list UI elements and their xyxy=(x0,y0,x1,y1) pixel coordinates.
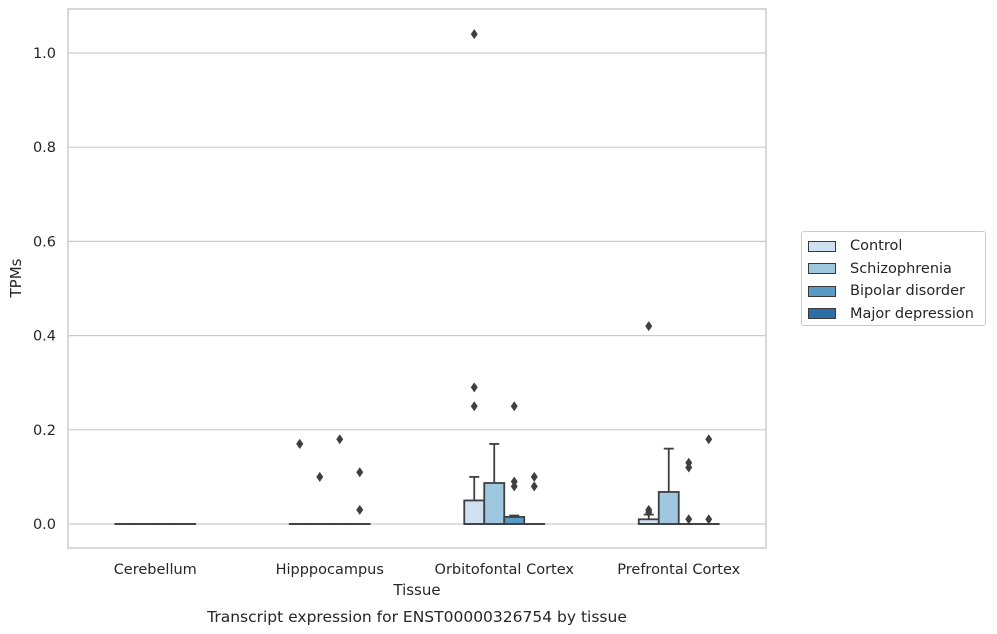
legend-swatch-bipolar-disorder xyxy=(808,285,836,297)
outlier-point xyxy=(470,382,478,393)
outlier-point xyxy=(530,481,538,492)
plot-area-frame xyxy=(67,8,767,549)
box-bipolar-disorder xyxy=(503,514,526,525)
y-tick-label: 1.0 xyxy=(33,46,56,62)
box-schizophrenia xyxy=(483,443,506,525)
outlier-point xyxy=(530,471,538,482)
legend-item-control: Control xyxy=(808,235,985,258)
y-tick-label: 0.2 xyxy=(33,423,56,439)
y-tick-label: 0.8 xyxy=(33,140,56,156)
y-axis-label: TPMs xyxy=(7,258,25,298)
outliers xyxy=(296,29,713,525)
y-tick-label: 0.0 xyxy=(33,517,56,533)
outlier-point xyxy=(685,462,693,473)
outlier-point xyxy=(470,29,478,40)
legend-label-control: Control xyxy=(850,238,903,255)
x-axis-label: Tissue xyxy=(392,581,440,599)
outlier-point xyxy=(510,481,518,492)
legend-item-schizophrenia: Schizophrenia xyxy=(808,258,985,281)
outlier-point xyxy=(356,504,364,515)
box-body xyxy=(657,491,680,525)
outlier-point xyxy=(470,401,478,412)
x-tick-label: Orbitofontal Cortex xyxy=(435,562,575,578)
outlier-point xyxy=(296,438,304,449)
outlier-point xyxy=(510,401,518,412)
legend-label-schizophrenia: Schizophrenia xyxy=(850,260,952,277)
outlier-point xyxy=(705,514,713,525)
legend-item-bipolar-disorder: Bipolar disorder xyxy=(808,280,985,303)
x-tick-label: Prefrontal Cortex xyxy=(617,562,740,578)
box-body xyxy=(503,516,526,525)
outlier-point xyxy=(645,507,653,518)
grid-lines xyxy=(68,52,766,525)
outlier-point xyxy=(356,467,364,478)
y-tick-label: 0.6 xyxy=(33,234,56,250)
boxes xyxy=(114,443,720,525)
box-schizophrenia xyxy=(657,447,680,525)
outlier-point xyxy=(685,514,693,525)
box-body xyxy=(463,499,486,525)
chart-caption: Transcript expression for ENST0000032675… xyxy=(206,608,627,626)
legend: Control Schizophrenia Bipolar disorder M… xyxy=(801,231,986,326)
legend-label-bipolar-disorder: Bipolar disorder xyxy=(850,283,965,300)
legend-swatch-control xyxy=(808,240,836,252)
legend-swatch-schizophrenia xyxy=(808,263,836,275)
legend-item-major-depression: Major depression xyxy=(808,303,985,326)
x-tick-label: Hipppocampus xyxy=(276,562,384,578)
outlier-point xyxy=(705,434,713,445)
box-body xyxy=(483,482,506,525)
box-control xyxy=(463,475,486,525)
outlier-point xyxy=(316,471,324,482)
x-axis-ticks: Cerebellum Hipppocampus Orbitofontal Corte… xyxy=(114,562,741,578)
outlier-point xyxy=(645,321,653,332)
outlier-point xyxy=(336,434,344,445)
legend-label-major-depression: Major depression xyxy=(850,305,974,322)
x-tick-label: Cerebellum xyxy=(114,562,197,578)
y-axis-ticks: 0.0 0.2 0.4 0.6 0.8 1.0 xyxy=(33,46,56,533)
y-tick-label: 0.4 xyxy=(33,329,56,345)
legend-swatch-major-depression xyxy=(808,308,836,320)
